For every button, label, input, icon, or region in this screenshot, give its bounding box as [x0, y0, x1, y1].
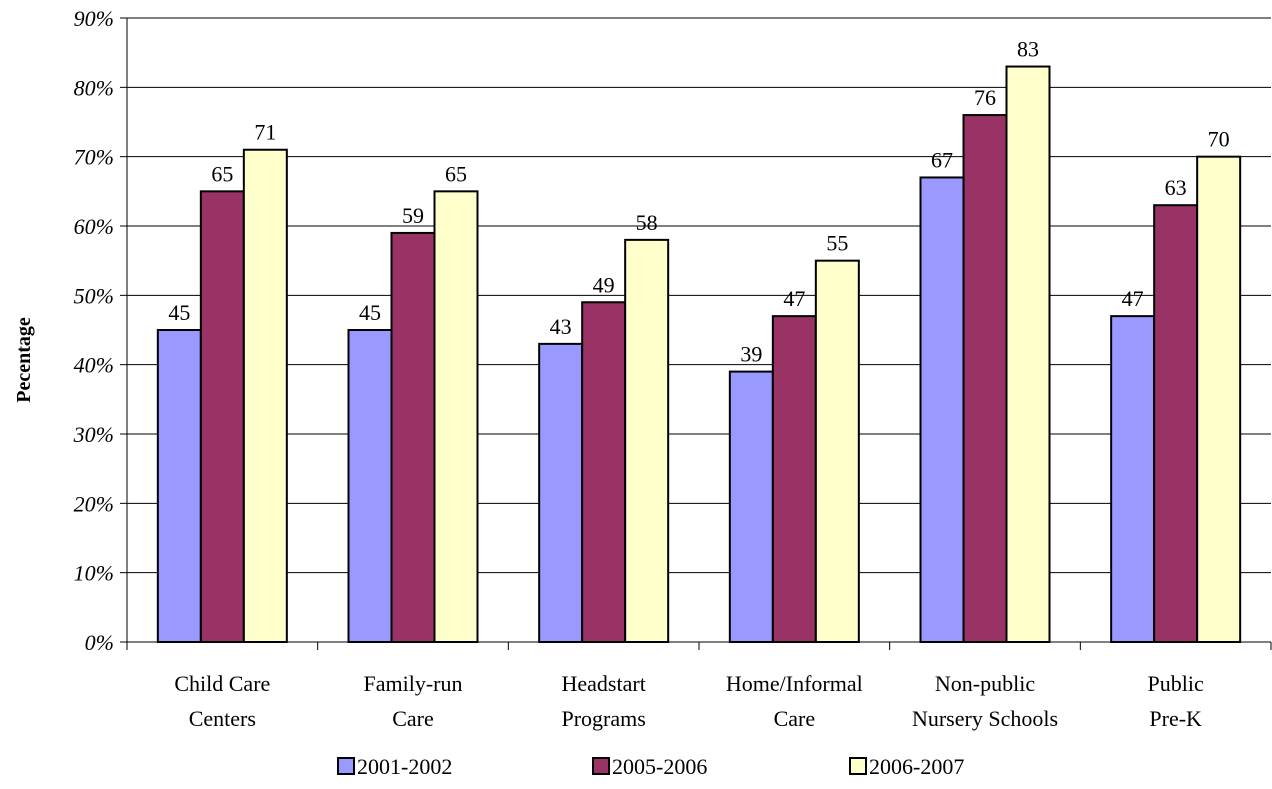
bar: [771, 315, 817, 643]
data-label: 76: [974, 85, 996, 110]
data-labels: 45 65 71 45 59 65 43 49 58 39 47 55 67 76 83 47 63 70: [168, 37, 1229, 367]
data-label: 65: [211, 161, 233, 186]
x-tick-label: Nursery Schools: [912, 706, 1058, 731]
bar: [242, 148, 288, 643]
data-label: 47: [1122, 286, 1144, 311]
x-tick-label: Non-public: [935, 671, 1035, 696]
bar: [1110, 315, 1156, 643]
legend-item: 2006-2007: [849, 754, 964, 779]
y-tick-label: 0%: [85, 630, 114, 655]
bar: [962, 114, 1008, 644]
data-label: 58: [636, 210, 658, 235]
data-label: 45: [359, 300, 381, 325]
legend-label: 2001-2002: [357, 754, 452, 779]
data-label: 45: [168, 300, 190, 325]
y-tick-label: 20%: [74, 491, 114, 516]
bar: [919, 176, 965, 643]
x-tick-label: Pre-K: [1149, 706, 1202, 731]
legend-label: 2006-2007: [869, 754, 964, 779]
data-label: 83: [1017, 37, 1039, 62]
x-tick-label: Centers: [189, 706, 256, 731]
legend-swatch: [592, 757, 610, 775]
legend-label: 2005-2006: [612, 754, 707, 779]
data-label: 59: [402, 203, 424, 228]
legend-swatch: [849, 757, 867, 775]
data-label: 65: [445, 161, 467, 186]
data-label: 63: [1165, 175, 1187, 200]
y-axis-title: Pecentage: [13, 317, 35, 403]
y-tick-label: 30%: [73, 422, 114, 447]
y-tick-label: 50%: [74, 283, 114, 308]
bar: [1005, 65, 1051, 644]
bar: [433, 190, 479, 643]
data-label: 47: [783, 286, 805, 311]
legend: 2001-2002 2005-2006 2006-2007: [337, 754, 964, 779]
x-tick-label: Child Care: [174, 671, 270, 696]
bar: [1196, 155, 1242, 644]
data-label: 39: [740, 342, 762, 367]
x-tick-label: Headstart: [562, 671, 646, 696]
bars: [156, 65, 1242, 644]
x-tick-label: Family-run: [364, 671, 463, 696]
y-tick-labels: 0% 10% 20% 30% 40% 50% 60% 70% 80% 90%: [73, 6, 114, 655]
data-label: 67: [931, 147, 953, 172]
x-tick-label: Care: [774, 706, 816, 731]
x-tick-label: Programs: [562, 706, 646, 731]
legend-item: 2005-2006: [592, 754, 707, 779]
bar: [390, 231, 436, 644]
legend-swatch: [337, 757, 355, 775]
category-labels: Child Care Centers Family-run Care Headstart…: [174, 671, 1204, 731]
data-label: 70: [1208, 127, 1230, 152]
bar: [814, 259, 860, 643]
legend-item: 2001-2002: [337, 754, 452, 779]
bar: [624, 238, 670, 643]
grid: [127, 17, 1271, 574]
data-label: 43: [550, 314, 572, 339]
x-tick-label: Public: [1148, 671, 1204, 696]
data-label: 71: [254, 120, 276, 145]
data-label: 55: [826, 231, 848, 256]
axes: [120, 17, 1272, 650]
bar: [199, 190, 245, 643]
y-tick-label: 70%: [74, 145, 114, 170]
bar: [538, 342, 584, 643]
y-tick-label: 10%: [74, 561, 114, 586]
y-tick-label: 60%: [74, 214, 114, 239]
bar: [728, 370, 774, 643]
y-tick-label: 80%: [74, 75, 114, 100]
bar: [347, 329, 393, 643]
x-tick-label: Home/Informal: [726, 671, 863, 696]
data-label: 49: [593, 272, 615, 297]
x-tick-label: Care: [392, 706, 434, 731]
bar: [1153, 204, 1199, 643]
y-tick-label: 40%: [74, 353, 114, 378]
bar: [581, 301, 627, 643]
y-tick-label: 90%: [74, 6, 114, 31]
bar: [156, 329, 202, 643]
